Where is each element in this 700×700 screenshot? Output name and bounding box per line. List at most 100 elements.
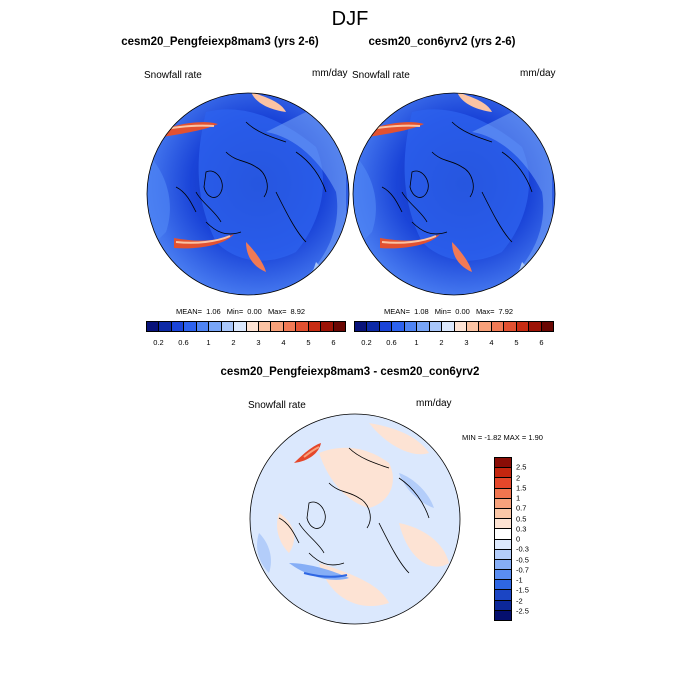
colorbar-swatch [209, 322, 222, 331]
colorbar-swatch [308, 322, 322, 331]
colorbar-swatch [504, 322, 517, 331]
colorbar-tick-label: 3 [256, 338, 261, 347]
colorbar-swatch [495, 498, 511, 509]
mean-value: 1.06 [206, 307, 221, 316]
colorbar-tick-label: 2.5 [516, 462, 527, 472]
high-snow-band [174, 234, 234, 249]
colorbar-swatch [258, 322, 272, 331]
colorbar-swatch [355, 322, 368, 331]
colorbar-tick-label: 0.7 [516, 503, 527, 513]
colorbar-tick-label: 0.3 [516, 524, 527, 534]
colorbar-swatch [495, 488, 511, 499]
coastline [278, 447, 430, 574]
right-stats: MEAN= 1.08 Min= 0.00 Max= 7.92 [384, 307, 517, 316]
colorbar-tick-label: 4 [281, 338, 286, 347]
diff-colorbar-labels: 2.5 2 1.5 1 0.7 0.5 0.3 0 -0.3 -0.5 -0.7 -1 -1.5 -2 -2… [516, 457, 556, 621]
colorbar-tick-label: 1.5 [516, 483, 527, 493]
high-snow-band [246, 242, 266, 272]
left-colorbar [146, 321, 346, 332]
diff-units-label: mm/day [416, 398, 452, 409]
right-panel-title: cesm20_con6yrv2 (yrs 2-6) [368, 36, 516, 48]
colorbar-swatch [495, 600, 511, 611]
low-snow-area [251, 93, 286, 112]
colorbar-swatch [495, 468, 511, 479]
colorbar-tick-label: 1 [206, 338, 211, 347]
colorbar-tick-label: 0 [516, 534, 521, 544]
diff-negative-area [303, 572, 348, 578]
colorbar-tick-label: 5 [514, 338, 519, 347]
colorbar-swatch [379, 322, 393, 331]
colorbar-swatch [184, 322, 197, 331]
colorbar-swatch [221, 322, 235, 331]
left-stats: MEAN= 1.06 Min= 0.00 Max= 8.92 [176, 307, 309, 316]
colorbar-swatch [196, 322, 210, 331]
colorbar-tick-label: 5 [306, 338, 311, 347]
colorbar-tick-label: 4 [489, 338, 494, 347]
min-label: Min= [226, 307, 244, 316]
colorbar-swatch [404, 322, 418, 331]
high-snow-band [175, 235, 231, 244]
max-value: 7.92 [498, 307, 514, 316]
colorbar-tick-label: -1 [516, 575, 523, 585]
high-snow-band [381, 235, 437, 244]
snow-field [266, 93, 346, 292]
diff-panel-title: cesm20_Pengfeiexp8mam3 - cesm20_con6yrv2 [220, 366, 480, 378]
colorbar-swatch [454, 322, 467, 331]
max-value: 8.92 [290, 307, 306, 316]
colorbar-tick-label: -0.3 [516, 544, 529, 554]
diff-positive-area [399, 523, 449, 567]
colorbar-swatch [333, 322, 345, 331]
diff-colorbar [494, 457, 512, 621]
left-panel-title: cesm20_Pengfeiexp8mam3 (yrs 2-6) [121, 36, 319, 48]
colorbar-tick-label: -2.5 [516, 606, 529, 616]
max-label: MAX = [503, 433, 527, 442]
colorbar-swatch [442, 322, 455, 331]
colorbar-swatch [246, 322, 259, 331]
colorbar-tick-label: -2 [516, 596, 523, 605]
right-polar-map [352, 92, 556, 296]
colorbar-swatch [296, 322, 309, 331]
colorbar-swatch [529, 322, 542, 331]
diff-strong-positive [294, 443, 321, 463]
colorbar-tick-label: 3 [464, 338, 469, 347]
colorbar-swatch [491, 322, 505, 331]
max-label: Max= [475, 307, 495, 316]
colorbar-swatch [495, 539, 511, 550]
colorbar-swatch [495, 458, 511, 469]
colorbar-swatch [283, 322, 297, 331]
figure-title: DJF [331, 8, 369, 30]
colorbar-swatch [479, 322, 492, 331]
colorbar-tick-label: 0.2 [361, 338, 372, 347]
min-value: 0.00 [247, 307, 262, 316]
colorbar-swatch [516, 322, 530, 331]
min-label: Min= [434, 307, 452, 316]
colorbar-swatch [495, 559, 511, 571]
colorbar-tick-label: -0.7 [516, 565, 529, 575]
colorbar-swatch [495, 610, 511, 620]
colorbar-swatch [159, 322, 172, 331]
diff-stats: MIN = -1.82 MAX = 1.90 [462, 433, 543, 442]
coastline [175, 121, 327, 243]
colorbar-swatch [495, 580, 511, 591]
colorbar-swatch [321, 322, 334, 331]
diff-positive-area [369, 423, 429, 455]
diff-variable-label: Snowfall rate [248, 400, 306, 411]
colorbar-swatch [429, 322, 443, 331]
colorbar-swatch [495, 478, 511, 489]
colorbar-swatch [495, 549, 511, 560]
colorbar-swatch [495, 519, 511, 530]
colorbar-tick-label: 2 [439, 338, 444, 347]
colorbar-tick-label: 0.6 [178, 338, 189, 347]
high-snow-band [380, 234, 440, 249]
high-snow-band [452, 242, 472, 272]
diff-positive-area [277, 513, 295, 553]
diff-negative-area [289, 563, 349, 580]
min-value: -1.82 [484, 433, 502, 442]
diff-negative-area [257, 533, 271, 573]
colorbar-tick-label: 6 [539, 338, 544, 347]
colorbar-swatch [417, 322, 430, 331]
colorbar-tick-label: 6 [331, 338, 336, 347]
max-label: Max= [267, 307, 287, 316]
mean-label: MEAN= [176, 307, 203, 316]
diff-negative-area [399, 473, 434, 508]
